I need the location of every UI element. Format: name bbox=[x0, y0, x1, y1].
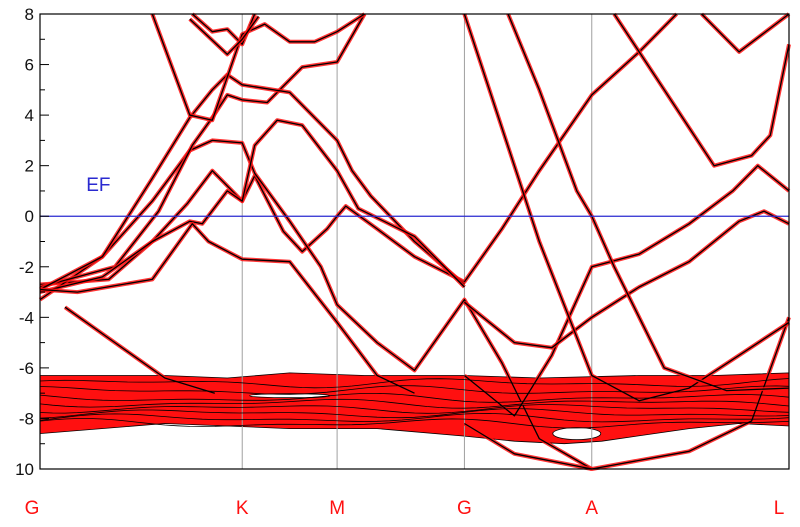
band-line-3 bbox=[39, 74, 465, 291]
flat-band-1 bbox=[39, 385, 790, 395]
y-tick-label: 10 bbox=[15, 460, 34, 479]
k-point-label-L: L bbox=[774, 498, 785, 519]
y-tick-label: 6 bbox=[25, 56, 34, 75]
k-point-label-K: K bbox=[236, 498, 249, 519]
y-tick-label: -4 bbox=[19, 308, 34, 327]
band-line-6 bbox=[151, 13, 365, 121]
band-line-4 bbox=[39, 119, 465, 293]
band-line-12 bbox=[463, 13, 790, 402]
k-point-label-G: G bbox=[457, 498, 472, 519]
y-tick-label: -2 bbox=[19, 258, 34, 277]
band-line-13 bbox=[507, 13, 790, 392]
band-line-2 bbox=[39, 13, 366, 288]
y-axis: 8 6 4 2 0 -2 -4 -6 -8 10 bbox=[15, 5, 49, 479]
flat-band-4 bbox=[39, 404, 790, 414]
flat-band-5 bbox=[39, 408, 790, 419]
y-tick-label: 4 bbox=[25, 106, 34, 125]
band-line-1 bbox=[39, 139, 593, 470]
band-line-16 bbox=[64, 306, 215, 394]
band-line-8 bbox=[189, 16, 260, 56]
y-tick-label: 2 bbox=[25, 157, 34, 176]
weight-layer bbox=[39, 372, 790, 445]
band-line-10 bbox=[463, 210, 790, 349]
k-point-label-M: M bbox=[329, 498, 345, 519]
flat-band-7 bbox=[39, 418, 790, 429]
y-tick-label: 8 bbox=[25, 5, 34, 24]
flat-band-0 bbox=[39, 378, 790, 389]
fermi-level-label: EF bbox=[86, 175, 110, 196]
band-lines bbox=[38, 12, 791, 471]
band-line-11 bbox=[464, 317, 790, 470]
band-line-15 bbox=[701, 13, 790, 53]
band-line-0 bbox=[39, 13, 678, 286]
k-point-label-G: G bbox=[25, 498, 40, 519]
band-line-9 bbox=[463, 165, 790, 417]
flat-band-6 bbox=[39, 412, 790, 423]
flat-band-2 bbox=[39, 393, 790, 403]
flat-band-weight-region bbox=[39, 372, 790, 445]
k-point-label-A: A bbox=[585, 498, 598, 519]
flat-band-3 bbox=[39, 398, 790, 409]
y-tick-label: -8 bbox=[19, 409, 34, 428]
band-line-14 bbox=[613, 13, 790, 167]
y-tick-label: 0 bbox=[25, 207, 34, 226]
band-line-5 bbox=[39, 223, 415, 394]
y-tick-label: -6 bbox=[19, 359, 34, 378]
k-point-gridlines bbox=[241, 14, 593, 469]
weight-gap-a bbox=[552, 427, 602, 441]
plot-frame bbox=[39, 13, 790, 470]
